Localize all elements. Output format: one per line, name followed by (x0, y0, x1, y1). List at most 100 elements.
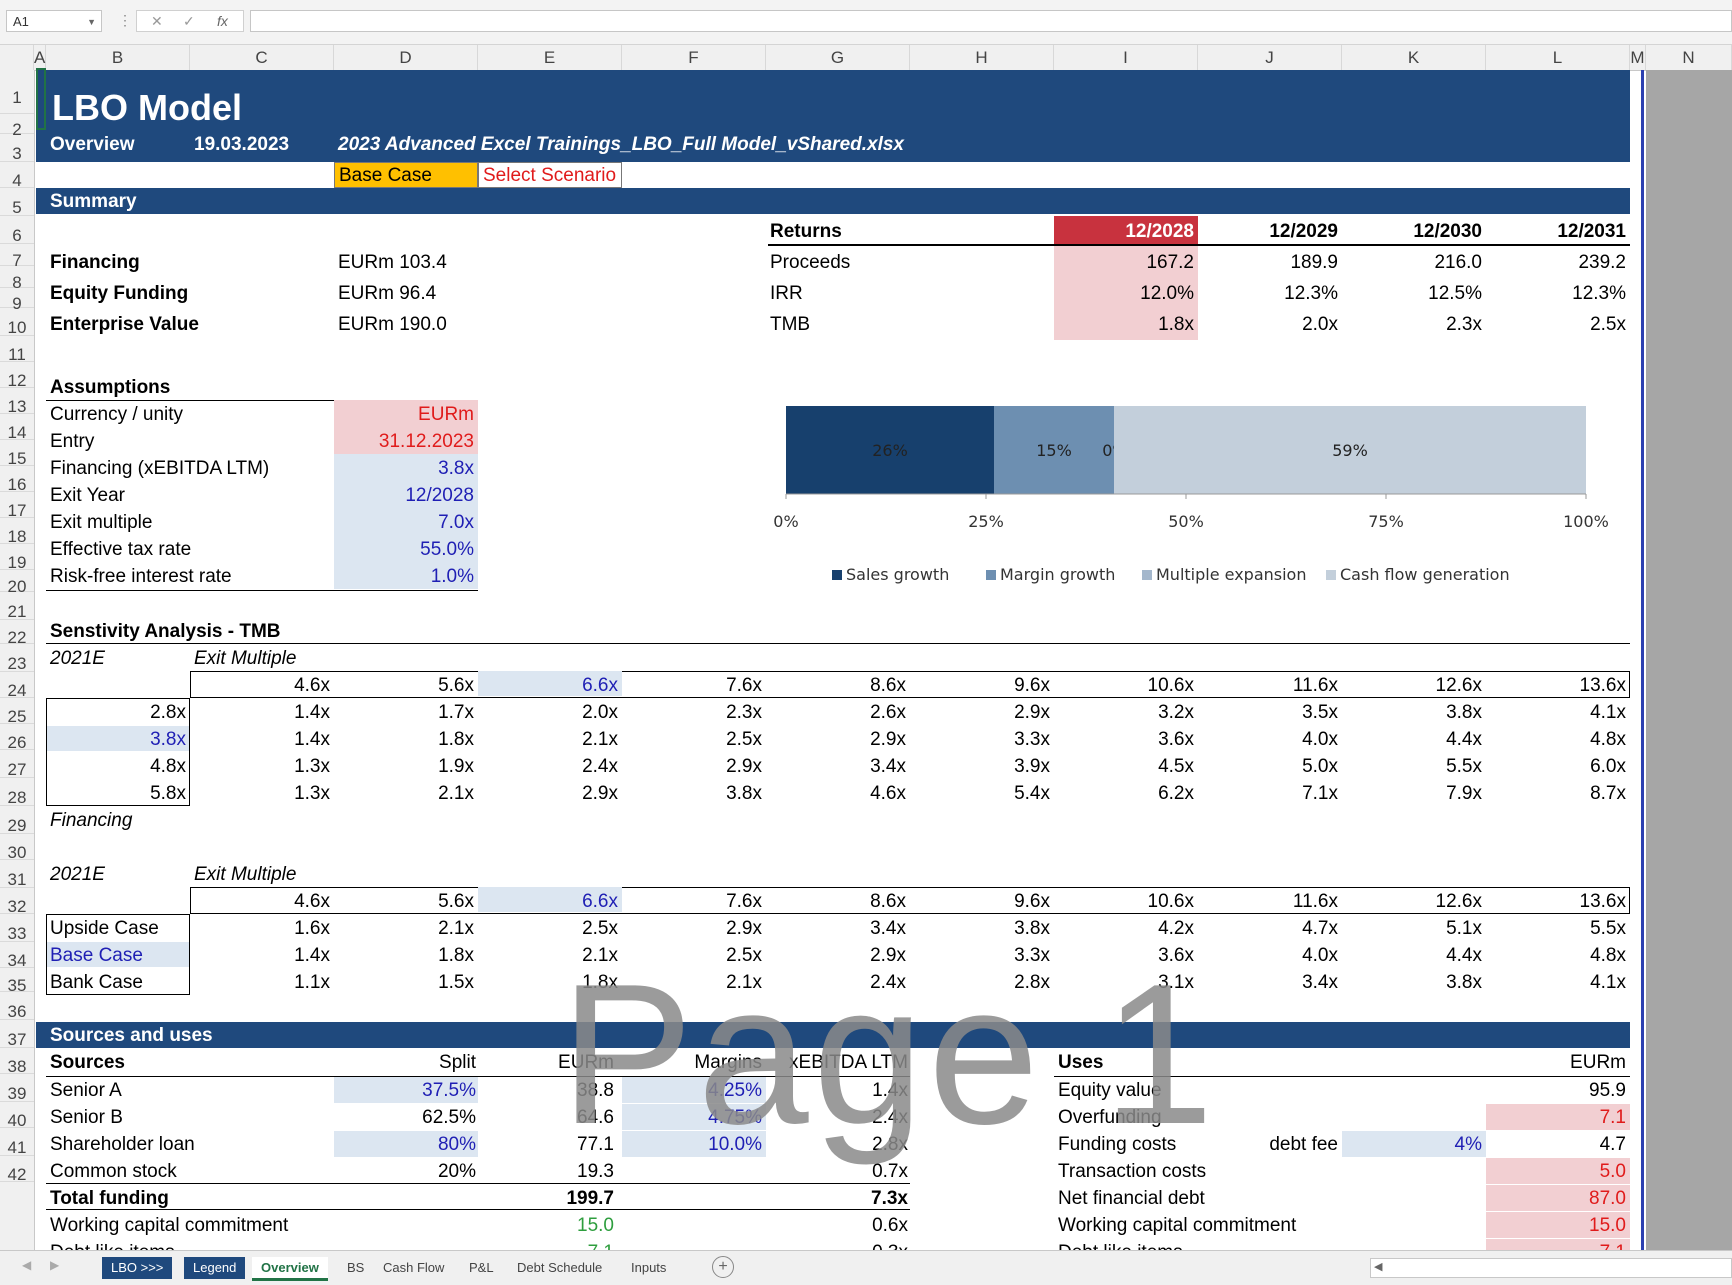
assumption-value[interactable]: 55.0% (420, 539, 474, 560)
enter-icon[interactable]: ✓ (183, 13, 195, 29)
row-header-27[interactable]: 27 (0, 750, 34, 779)
name-box[interactable]: A1 ▼ (6, 10, 102, 32)
source-margin[interactable]: 4.25% (708, 1080, 762, 1101)
column-header-e[interactable]: E (478, 44, 622, 70)
scroll-left-icon[interactable]: ◀ (22, 1258, 32, 1272)
assumption-value[interactable]: 3.8x (438, 458, 474, 479)
row-header-11[interactable]: 11 (0, 336, 34, 364)
total-funding-bottom-line (46, 1209, 910, 1210)
row-header-9[interactable]: 9 (0, 288, 34, 313)
returns-value: 2.0x (1302, 314, 1338, 335)
row-header-1[interactable]: 1 (0, 70, 34, 114)
row-header-35[interactable]: 35 (0, 968, 34, 995)
sheet-tab[interactable]: Inputs (631, 1260, 667, 1275)
function-icon[interactable]: fx (217, 13, 228, 29)
sheet-tab[interactable]: Debt Schedule (517, 1260, 603, 1275)
assumption-value[interactable]: 7.0x (438, 512, 474, 533)
column-header-l[interactable]: L (1486, 44, 1630, 70)
row-header-8[interactable]: 8 (0, 266, 34, 292)
sheet-tab[interactable]: Overview (252, 1257, 328, 1281)
row-header-5[interactable]: 5 (0, 188, 34, 217)
row-header-25[interactable]: 25 (0, 698, 34, 726)
row-header-24[interactable]: 24 (0, 672, 34, 700)
column-header-c[interactable]: C (190, 44, 334, 70)
row-header-30[interactable]: 30 (0, 834, 34, 862)
use-value[interactable]: 7.1 (1599, 1107, 1626, 1128)
column-header-g[interactable]: G (766, 44, 910, 70)
row-header-38[interactable]: 38 (0, 1048, 34, 1076)
row-header-41[interactable]: 41 (0, 1128, 34, 1157)
row-header-33[interactable]: 33 (0, 914, 34, 943)
row-header-6[interactable]: 6 (0, 216, 34, 245)
use-value[interactable]: 87.0 (1589, 1188, 1626, 1209)
chevron-down-icon[interactable]: ▼ (87, 17, 96, 27)
row-header-13[interactable]: 13 (0, 388, 34, 416)
scroll-right-icon[interactable]: ▶ (50, 1258, 60, 1272)
row-header-28[interactable]: 28 (0, 778, 34, 807)
row-header-18[interactable]: 18 (0, 518, 34, 546)
row-header-4[interactable]: 4 (0, 162, 34, 190)
use-value[interactable]: 5.0 (1599, 1161, 1626, 1182)
row-header-15[interactable]: 15 (0, 440, 34, 468)
debt-fee-value[interactable]: 4% (1454, 1134, 1482, 1155)
row-header-32[interactable]: 32 (0, 888, 34, 916)
source-margin[interactable]: 10.0% (708, 1134, 762, 1155)
column-header-b[interactable]: B (46, 44, 190, 70)
row-header-7[interactable]: 7 (0, 244, 34, 270)
column-header-j[interactable]: J (1198, 44, 1342, 70)
row-header-20[interactable]: 20 (0, 570, 34, 596)
row-header-40[interactable]: 40 (0, 1102, 34, 1130)
assumption-value[interactable]: 31.12.2023 (378, 431, 474, 452)
row-header-36[interactable]: 36 (0, 992, 34, 1021)
use-value[interactable]: 15.0 (1589, 1215, 1626, 1236)
row-header-23[interactable]: 23 (0, 644, 34, 673)
selected-cell[interactable] (36, 68, 46, 130)
sens-cell: 5.1x (1446, 918, 1482, 939)
source-split[interactable]: 80% (437, 1134, 476, 1155)
horizontal-scrollbar[interactable]: ◀ (1370, 1258, 1732, 1278)
sheet-tab[interactable]: BS (347, 1260, 365, 1275)
source-split[interactable]: 37.5% (422, 1080, 476, 1101)
row-header-39[interactable]: 39 (0, 1074, 34, 1103)
column-header-m[interactable]: M (1630, 44, 1646, 70)
cancel-icon[interactable]: ✕ (151, 13, 163, 29)
assumption-value[interactable]: 1.0% (430, 566, 474, 587)
assumption-value[interactable]: EURm (418, 404, 474, 425)
column-header-n[interactable]: N (1646, 44, 1732, 70)
column-header-a[interactable]: A (34, 44, 46, 70)
column-header-i[interactable]: I (1054, 44, 1198, 70)
row-header-29[interactable]: 29 (0, 806, 34, 835)
add-sheet-icon[interactable]: + (712, 1256, 734, 1278)
scenario-cell[interactable]: Base Case (334, 162, 478, 188)
sheet-tab[interactable]: Legend (184, 1257, 246, 1279)
row-header-31[interactable]: 31 (0, 860, 34, 889)
row-header-34[interactable]: 34 (0, 942, 34, 970)
column-header-f[interactable]: F (622, 44, 766, 70)
row-header-42[interactable]: 42 (0, 1156, 34, 1184)
column-header-h[interactable]: H (910, 44, 1054, 70)
row-header-16[interactable]: 16 (0, 466, 34, 494)
row-header-3[interactable]: 3 (0, 134, 34, 163)
row-header-37[interactable]: 37 (0, 1020, 34, 1049)
row-header-14[interactable]: 14 (0, 414, 34, 442)
row-header-19[interactable]: 19 (0, 544, 34, 572)
row-header-12[interactable]: 12 (0, 362, 34, 390)
row-header-17[interactable]: 17 (0, 492, 34, 520)
row-header-10[interactable]: 10 (0, 308, 34, 337)
row-header-26[interactable]: 26 (0, 724, 34, 752)
select-all-corner[interactable] (0, 44, 34, 70)
sheet-tab[interactable]: LBO >>> (102, 1257, 173, 1279)
column-header-k[interactable]: K (1342, 44, 1486, 70)
row-header-21[interactable]: 21 (0, 592, 34, 621)
row-header-22[interactable]: 22 (0, 620, 34, 647)
column-header-d[interactable]: D (334, 44, 478, 70)
assumption-value[interactable]: 12/2028 (405, 485, 474, 506)
row-header-2[interactable]: 2 (0, 114, 34, 139)
scroll-left-arrow-icon[interactable]: ◀ (1374, 1261, 1383, 1273)
source-margin[interactable]: 4.75% (708, 1107, 762, 1128)
sheet-tab[interactable]: P&L (469, 1260, 494, 1275)
select-scenario-button[interactable]: Select Scenario (478, 162, 622, 188)
assumption-label: Exit Year (50, 485, 125, 506)
sheet-tab[interactable]: Cash Flow (383, 1260, 445, 1275)
formula-input[interactable] (250, 10, 1732, 32)
